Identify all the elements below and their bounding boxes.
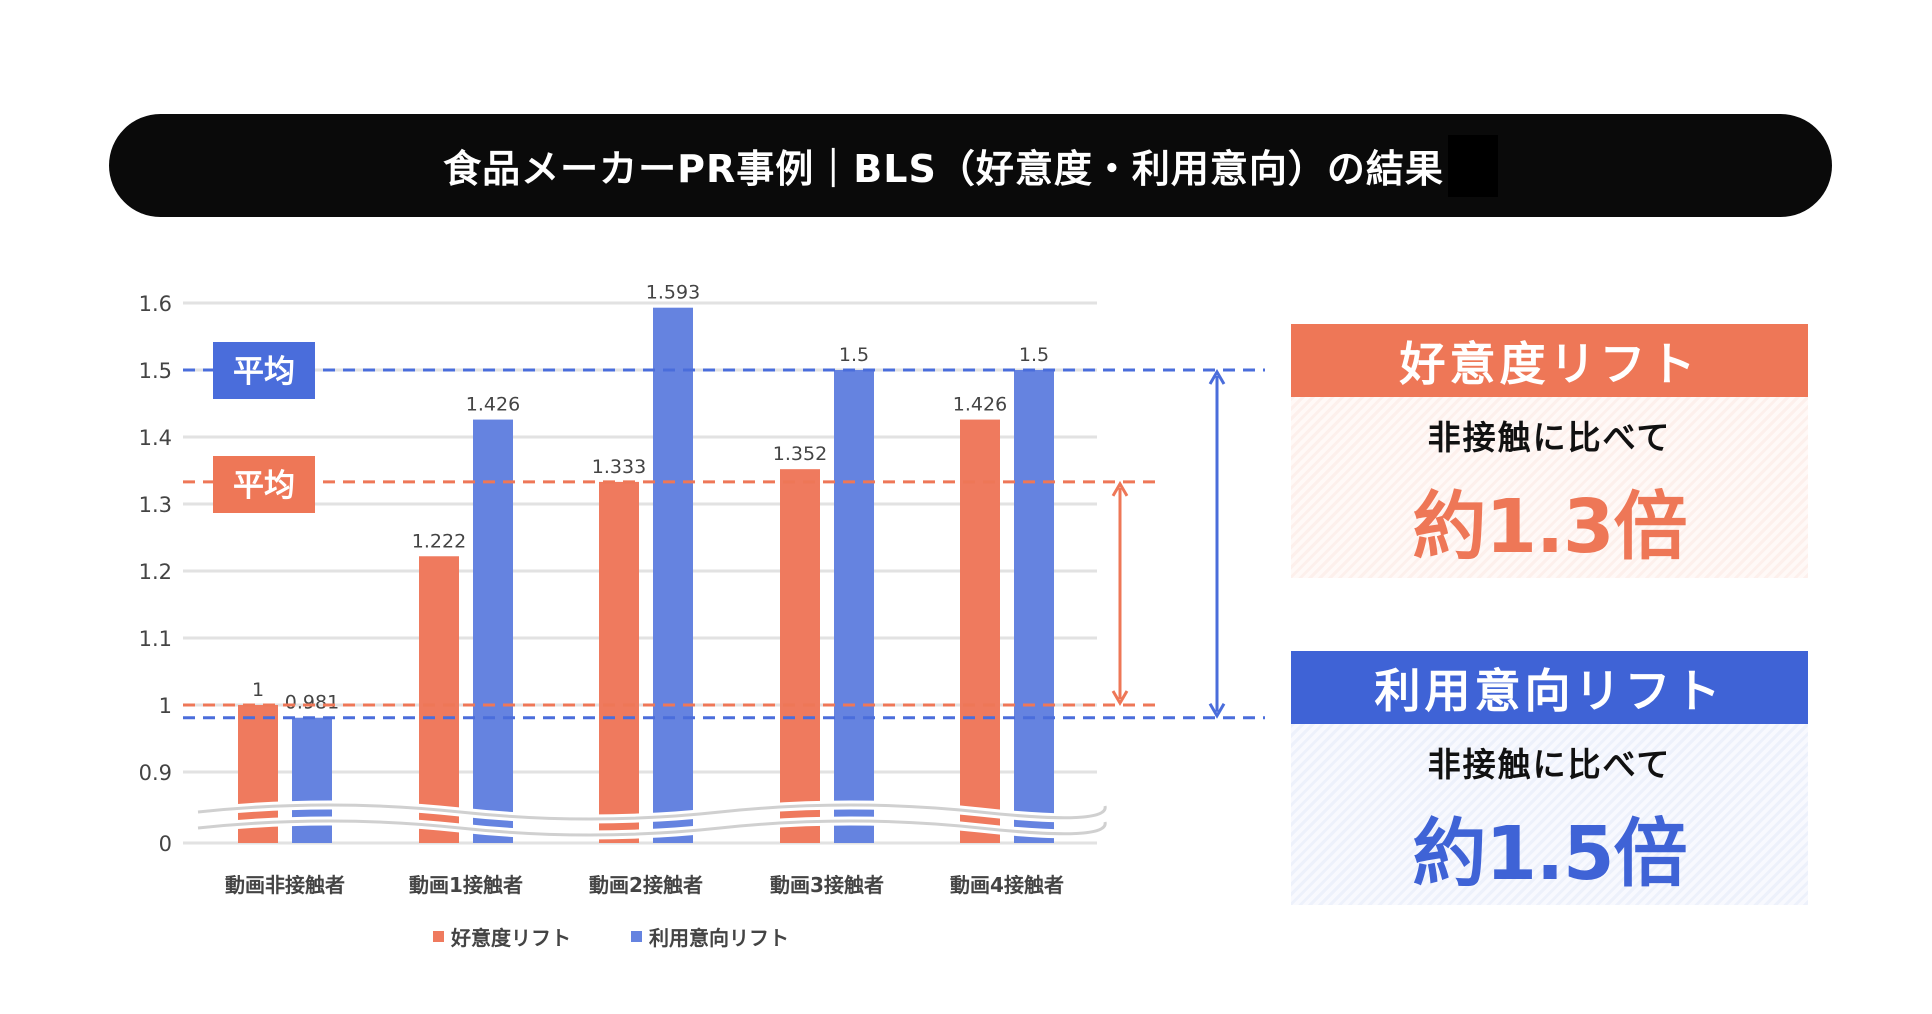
- y-tick-label: 1.3: [139, 493, 172, 517]
- axis-break-line: [197, 803, 1107, 821]
- average-label: 平均: [233, 354, 295, 390]
- y-tick-label: 1.1: [139, 627, 172, 651]
- average-label-box: [213, 456, 315, 513]
- liking-lift-value: 約1.3倍: [1412, 484, 1687, 570]
- intent-lift-panel: 利用意向リフト 非接触に比べて 約1.5倍: [1291, 651, 1808, 905]
- y-tick-label: 1.2: [139, 560, 172, 584]
- redaction-box: [1447, 134, 1498, 197]
- data-label: 1.333: [592, 456, 646, 478]
- data-label: 1.5: [1019, 344, 1049, 366]
- bar-liking: [960, 419, 1000, 843]
- chart-title: 食品メーカーPR事例｜BLS（好意度・利用意向）の結果: [443, 147, 1444, 191]
- data-label: 1.426: [953, 394, 1007, 416]
- arrow-up-icon: [1208, 369, 1226, 385]
- data-label: 1.5: [839, 344, 869, 366]
- y-tick-label: 1.5: [139, 359, 172, 383]
- intent-lift-subtitle: 非接触に比べて: [1427, 745, 1672, 784]
- liking-lift-panel: 好意度リフト 非接触に比べて 約1.3倍: [1291, 324, 1808, 578]
- y-tick-label: 0.9: [139, 761, 172, 785]
- intent-lift-title: 利用意向リフト: [1291, 651, 1808, 724]
- y-tick-label: 1: [159, 694, 172, 718]
- bar-liking: [780, 469, 820, 843]
- bar-intent: [1014, 370, 1054, 843]
- bar-intent: [834, 370, 874, 843]
- y-tick-label: 1.4: [139, 426, 172, 450]
- liking-lift-title: 好意度リフト: [1291, 324, 1808, 397]
- y-tick-label: 1.6: [139, 292, 172, 316]
- x-tick-label: 動画4接触者: [950, 873, 1064, 897]
- legend-label: 好意度リフト: [450, 926, 571, 950]
- x-tick-label: 動画1接触者: [409, 873, 523, 897]
- legend-label: 利用意向リフト: [649, 926, 789, 950]
- liking-lift-subtitle: 非接触に比べて: [1427, 418, 1672, 457]
- data-label: 1: [252, 679, 264, 701]
- data-label: 1.593: [646, 282, 700, 304]
- x-tick-label: 動画2接触者: [589, 873, 703, 897]
- title-bar: 食品メーカーPR事例｜BLS（好意度・利用意向）の結果: [109, 114, 1832, 217]
- x-tick-label: 動画3接触者: [770, 873, 884, 897]
- legend-swatch: [433, 931, 444, 942]
- bar-liking: [419, 556, 459, 843]
- average-label-box: [213, 342, 315, 399]
- arrow-up-icon: [1111, 480, 1129, 497]
- bar-liking: [599, 481, 639, 843]
- data-label: 1.222: [412, 530, 466, 552]
- bar-intent: [653, 307, 693, 843]
- data-label: 1.352: [773, 443, 827, 465]
- data-label: 0.981: [285, 692, 339, 714]
- arrow-down-icon: [1208, 702, 1226, 719]
- legend-swatch: [631, 931, 642, 942]
- intent-lift-value: 約1.5倍: [1412, 811, 1687, 897]
- axis-break-line: [197, 819, 1107, 837]
- y-tick-label: 0: [159, 832, 172, 856]
- average-label: 平均: [233, 468, 295, 504]
- x-tick-label: 動画非接触者: [225, 873, 345, 897]
- arrow-down-icon: [1111, 690, 1129, 706]
- data-label: 1.426: [466, 394, 520, 416]
- bar-intent: [473, 419, 513, 843]
